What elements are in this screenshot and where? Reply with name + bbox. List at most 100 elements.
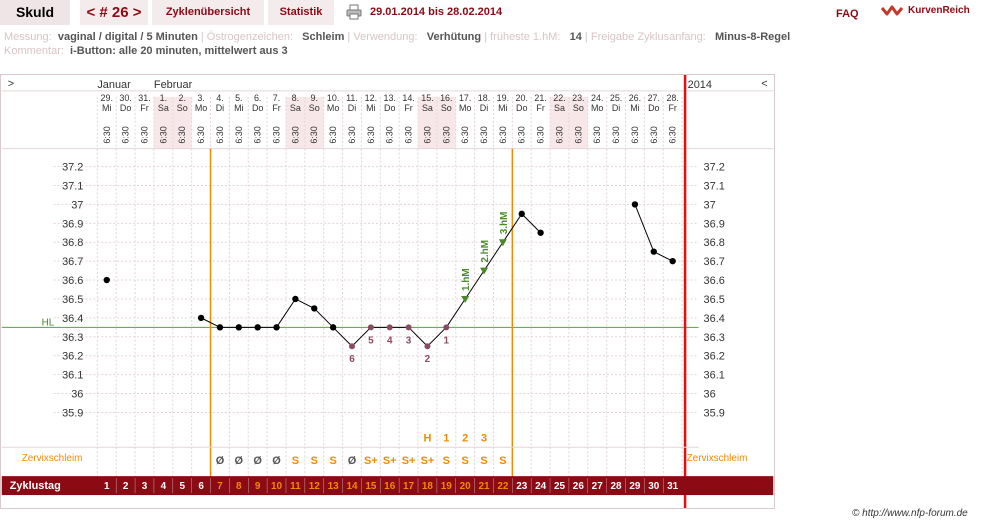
day-weekday: Fr [404, 103, 412, 113]
cycle-day-number: 20 [460, 481, 472, 492]
cycle-day-number: 24 [535, 481, 547, 492]
month-label: Januar [97, 79, 131, 91]
y-tick-right: 37 [704, 199, 716, 211]
weekend-shade [436, 96, 456, 149]
day-weekday: Sa [422, 103, 433, 113]
day-date: 20. [516, 93, 528, 103]
day-date: 31. [138, 93, 150, 103]
day-time: 6:30 [460, 126, 470, 143]
cervix-code-dry: Ø [348, 455, 357, 467]
year-label: 2014 [688, 79, 712, 91]
temp-point [254, 324, 261, 331]
high-mark-label: 1.hM [461, 268, 472, 291]
profile-name[interactable]: Skuld [0, 0, 70, 25]
cervix-code-s: S [462, 455, 469, 467]
day-weekday: Mo [195, 103, 207, 113]
day-time: 6:30 [158, 126, 168, 143]
day-weekday: So [309, 103, 320, 113]
cervix-code-s: S [499, 455, 506, 467]
cervix-code-s-plus: S+ [402, 455, 416, 467]
tab-cycle-overview[interactable]: Zyklenübersicht [152, 0, 264, 25]
cycle-day-number: 19 [441, 481, 453, 492]
messung-label: Messung: [4, 31, 52, 43]
cervix-code-s: S [480, 455, 487, 467]
coverline-label: HL [42, 317, 55, 328]
faq-link[interactable]: FAQ [836, 8, 859, 20]
day-date: 7. [273, 93, 280, 103]
temp-line-segment [464, 270, 485, 300]
day-date: 16. [440, 93, 452, 103]
temp-line-segment [502, 213, 523, 243]
top-navigation: Skuld < # 26 > Zyklenübersicht Statistik… [0, 0, 981, 26]
low-count-label: 4 [387, 335, 393, 346]
low-temp-point [443, 324, 450, 331]
cervix-code-dry: Ø [216, 455, 225, 467]
curve-logo-icon[interactable] [880, 2, 904, 22]
y-tick-left: 36.6 [62, 275, 83, 287]
day-weekday: Fr [140, 103, 148, 113]
temp-point [650, 248, 657, 255]
day-date: 2. [178, 93, 185, 103]
temp-point [273, 324, 280, 331]
cycle-day-number: 27 [592, 481, 604, 492]
cycle-day-number: 3 [142, 481, 148, 492]
nav-next-button[interactable]: < [761, 78, 767, 90]
temp-line-segment [634, 204, 655, 252]
y-tick-left: 36.9 [62, 218, 83, 230]
cycle-number-nav[interactable]: < # 26 > [80, 0, 148, 25]
day-time: 6:30 [272, 126, 282, 143]
cervix-peak-mark: 3 [481, 432, 487, 444]
temp-point [197, 314, 205, 322]
y-tick-left: 36.3 [62, 332, 83, 344]
day-weekday: Fr [668, 103, 676, 113]
day-weekday: So [573, 103, 584, 113]
temp-line-segment [276, 298, 296, 328]
day-time: 6:30 [139, 126, 149, 143]
day-weekday: Di [612, 103, 620, 113]
day-weekday: Di [216, 103, 224, 113]
cycle-day-number: 12 [309, 481, 321, 492]
cycle-day-label: Zyklustag [10, 480, 61, 492]
day-weekday: Mi [366, 103, 375, 113]
low-temp-point [367, 324, 374, 331]
cervix-code-s: S [292, 455, 299, 467]
oestrogen-value: Schleim [302, 31, 345, 43]
day-time: 6:30 [328, 126, 338, 143]
tab-statistics[interactable]: Statistik [268, 0, 334, 25]
cervix-code-s: S [329, 455, 336, 467]
cervix-code-s-plus: S+ [421, 455, 435, 467]
day-date: 8. [292, 93, 299, 103]
day-date: 1. [160, 93, 167, 103]
low-count-label: 5 [368, 335, 374, 346]
high-mark-label: 3.hM [499, 212, 510, 235]
nav-prev-button[interactable]: > [8, 78, 14, 90]
day-weekday: Do [516, 103, 527, 113]
temp-line-segment [653, 251, 673, 262]
day-date: 4. [216, 93, 223, 103]
earliest-hm-value: 14 [569, 31, 582, 43]
temp-line-segment [200, 317, 221, 328]
cervix-code-s-plus: S+ [364, 455, 378, 467]
cycle-day-number: 4 [161, 481, 167, 492]
logo-text[interactable]: KurvenReich [908, 5, 970, 16]
cycle-day-number: 1 [104, 481, 110, 492]
earliest-hm-label: früheste 1.hM: [490, 31, 561, 43]
high-temp-marker [480, 267, 489, 275]
day-date: 19. [497, 93, 509, 103]
temp-line-segment [408, 326, 428, 347]
y-tick-right: 36.4 [704, 313, 725, 325]
day-date: 13. [383, 93, 395, 103]
printer-icon[interactable] [346, 4, 362, 20]
day-weekday: Sa [290, 103, 301, 113]
cycle-day-number: 18 [422, 481, 434, 492]
temp-line-segment [295, 298, 315, 309]
day-date: 25. [610, 93, 622, 103]
day-date: 15. [421, 93, 433, 103]
cervix-code-dry: Ø [235, 455, 244, 467]
weekend-shade [550, 96, 569, 149]
day-weekday: So [441, 103, 452, 113]
day-date: 23. [572, 93, 584, 103]
temp-point [669, 257, 676, 265]
day-time: 6:30 [422, 126, 432, 143]
low-count-label: 3 [406, 335, 412, 346]
